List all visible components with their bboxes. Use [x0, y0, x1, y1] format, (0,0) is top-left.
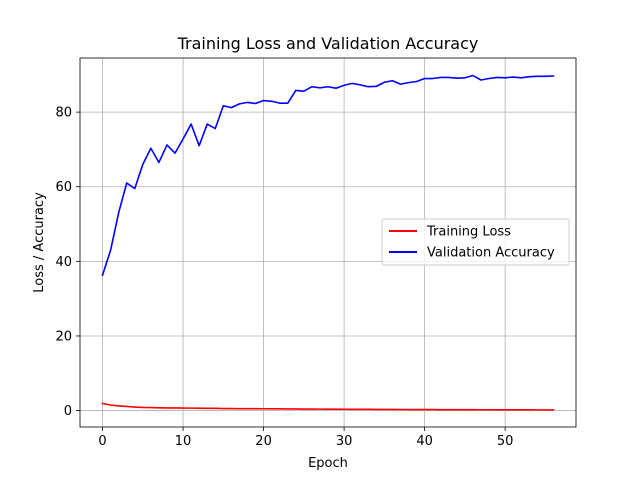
plot-frame	[79, 57, 577, 428]
legend-box	[381, 218, 570, 266]
ticks: 0 10 20 30 40 50 0 20 40 60 80	[55, 106, 513, 449]
y-axis-label: Loss / Accuracy	[32, 192, 47, 293]
x-tick-label: 40	[416, 434, 433, 449]
x-axis-label: Epoch	[308, 456, 348, 471]
x-tick-label: 30	[336, 434, 353, 449]
y-tick-label: 40	[55, 255, 72, 270]
x-tick-label: 10	[175, 434, 192, 449]
x-tick-label: 20	[255, 434, 272, 449]
y-tick-label: 60	[55, 180, 72, 195]
x-tick-label: 50	[497, 434, 514, 449]
series-line-validation-accuracy	[101, 74, 555, 277]
x-tick-label: 0	[98, 434, 106, 449]
y-tick-label: 20	[55, 329, 72, 344]
chart-title: Training Loss and Validation Accuracy	[177, 34, 479, 53]
y-tick-label: 80	[55, 106, 72, 121]
series-line-training-loss	[101, 402, 555, 411]
legend-label-validation-accuracy: Validation Accuracy	[427, 246, 555, 261]
legend-label-training-loss: Training Loss	[426, 225, 511, 240]
y-tick-label: 0	[64, 404, 72, 419]
legend: Training Loss Validation Accuracy	[381, 218, 570, 266]
series-lines	[101, 74, 555, 411]
